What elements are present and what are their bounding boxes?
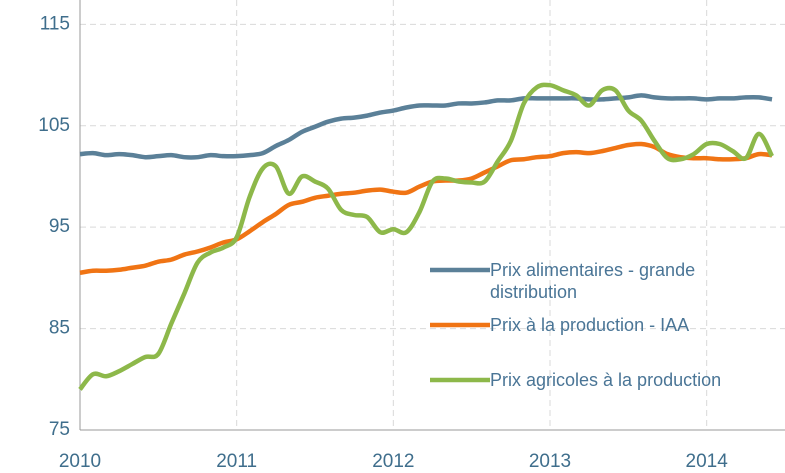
y-tick-label: 105 [38,115,70,136]
y-tick-label: 85 [49,318,70,339]
x-tick-label: 2011 [216,451,257,472]
x-tick-label: 2014 [686,451,729,472]
series-line [79,141,773,276]
y-tick-label: 75 [49,419,70,440]
legend-label: Prix agricoles à la production [490,370,722,390]
x-tick-label: 2013 [529,451,571,472]
series-line [78,82,775,391]
x-tick-label: 2010 [59,451,101,472]
series-line [79,93,773,160]
y-tick-label: 115 [40,13,70,34]
y-tick-label: 95 [49,216,70,237]
x-tick-label: 2012 [372,451,414,472]
legend-label: Prix alimentaires - grande distribution [490,260,696,302]
legend-label: Prix à la production - IAA [490,315,690,335]
